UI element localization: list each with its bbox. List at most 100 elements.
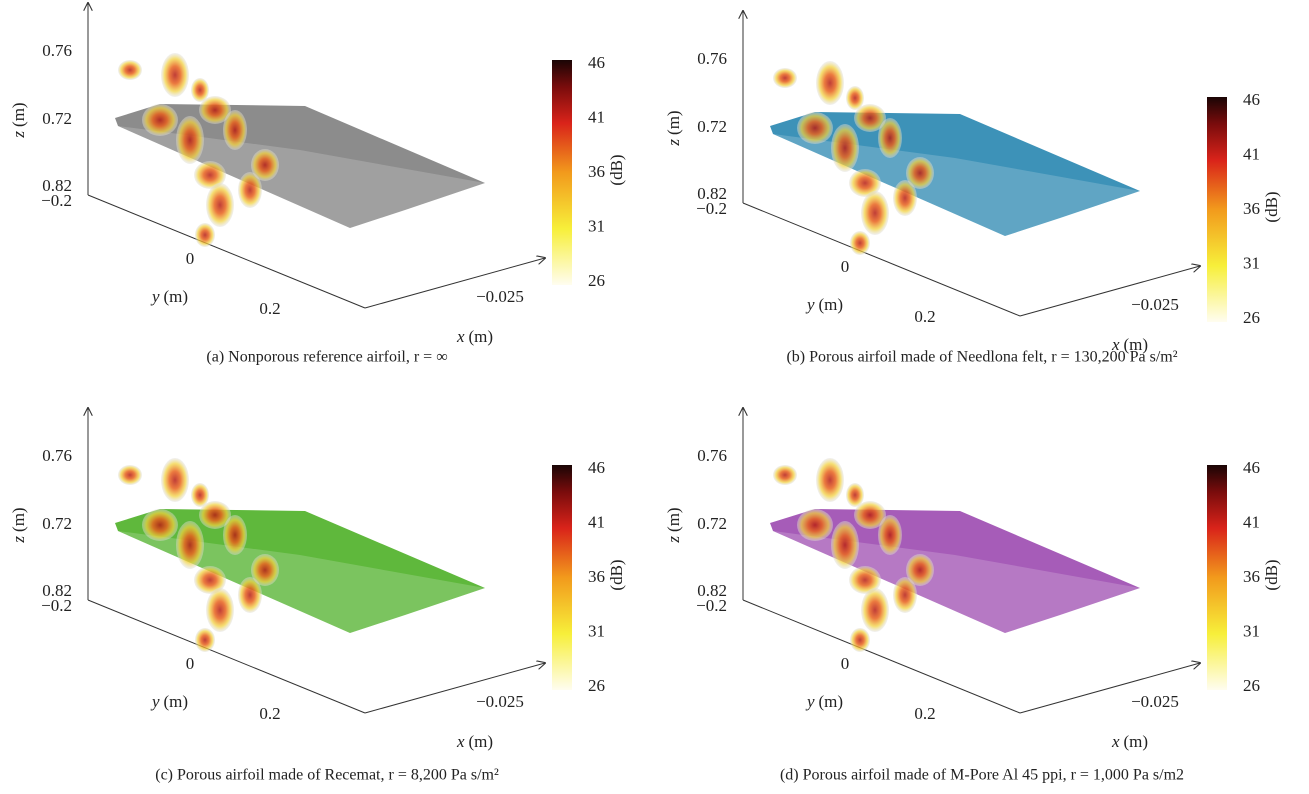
noise-source	[850, 628, 870, 652]
z-unit: (m)	[9, 102, 28, 127]
airfoil-shade	[773, 134, 1140, 236]
z-axis-label: z (m)	[9, 102, 28, 138]
noise-source	[849, 169, 881, 197]
colorbar-tick-label: 26	[1243, 676, 1260, 695]
y-unit: (m)	[819, 692, 844, 711]
noise-source	[176, 521, 204, 569]
x-axis-label: x (m)	[456, 327, 493, 346]
y-tick-label: 0	[186, 654, 195, 673]
y-var: y	[805, 692, 815, 711]
x-unit: (m)	[1124, 732, 1149, 751]
z-tick-label: 0.72	[42, 514, 72, 533]
x-unit: (m)	[469, 732, 494, 751]
y-unit: (m)	[164, 692, 189, 711]
noise-source	[906, 554, 934, 586]
airfoil	[115, 509, 485, 633]
z-var: z	[664, 139, 683, 147]
airfoil	[115, 104, 485, 228]
z-tick-label: 0.72	[42, 109, 72, 128]
z-tick-label: 0.72	[697, 514, 727, 533]
colorbar-tick-label: 41	[1243, 512, 1260, 531]
y-axis	[742, 202, 1021, 317]
y-var: y	[150, 692, 160, 711]
colorbar-label: (dB)	[607, 559, 626, 590]
x-var: x	[1111, 732, 1120, 751]
y-axis-label: y (m)	[150, 692, 188, 711]
noise-source	[199, 501, 231, 529]
y-tick-label: −0.2	[41, 191, 72, 210]
z-tick-label: 0.76	[42, 446, 72, 465]
airfoil-shade	[118, 126, 485, 228]
caption: (a) Nonporous reference airfoil, r = ∞	[206, 349, 447, 366]
z-tick-label: 0.82	[697, 581, 727, 600]
noise-source	[773, 465, 797, 485]
colorbar-tick-label: 26	[588, 676, 605, 695]
colorbar-tick-label: 31	[1243, 253, 1260, 272]
z-tick-label: 0.76	[42, 41, 72, 60]
colorbar-tick-label: 36	[1243, 199, 1260, 218]
y-axis	[87, 599, 366, 714]
noise-source	[797, 112, 833, 144]
z-tick-label: 0.76	[697, 49, 727, 68]
caption: (c) Porous airfoil made of Recemat, r = …	[155, 767, 499, 784]
y-tick-label: 0.2	[259, 704, 280, 723]
z-unit: (m)	[664, 110, 683, 135]
y-axis-label: y (m)	[805, 692, 843, 711]
noise-source	[816, 61, 844, 105]
noise-source	[849, 566, 881, 594]
colorbar-tick-label: 26	[1243, 308, 1260, 327]
noise-source	[893, 180, 917, 216]
x-tick-label: −0.025	[476, 692, 524, 711]
noise-source	[861, 191, 889, 235]
y-tick-label: −0.2	[696, 596, 727, 615]
noise-source	[238, 172, 262, 208]
z-axis-label: z (m)	[9, 507, 28, 543]
x-unit: (m)	[469, 327, 494, 346]
x-axis	[1019, 663, 1200, 714]
y-tick-label: 0	[841, 257, 850, 276]
noise-source	[118, 465, 142, 485]
noise-source	[194, 161, 226, 189]
x-axis	[1019, 266, 1200, 317]
noise-source	[797, 509, 833, 541]
y-var: y	[805, 295, 815, 314]
colorbar-label: (dB)	[607, 154, 626, 185]
z-var: z	[9, 536, 28, 544]
noise-source	[846, 86, 864, 110]
z-axis-label: z (m)	[664, 507, 683, 543]
y-tick-label: 0.2	[914, 307, 935, 326]
z-tick-label: 0.72	[697, 117, 727, 136]
z-tick-label: 0.82	[42, 176, 72, 195]
noise-source	[854, 501, 886, 529]
colorbar	[1207, 465, 1227, 690]
noise-source	[878, 118, 902, 158]
noise-source	[878, 515, 902, 555]
noise-source	[206, 183, 234, 227]
noise-source	[195, 223, 215, 247]
y-axis	[87, 194, 366, 309]
noise-source	[773, 68, 797, 88]
colorbar-tick-label: 46	[588, 458, 605, 477]
airfoil-shade	[773, 531, 1140, 633]
noise-source	[142, 104, 178, 136]
z-unit: (m)	[664, 507, 683, 532]
colorbar-tick-label: 46	[1243, 458, 1260, 477]
colorbar-tick-label: 46	[588, 53, 605, 72]
noise-source	[191, 78, 209, 102]
x-axis	[364, 663, 545, 714]
airfoil	[770, 509, 1140, 633]
colorbar	[1207, 97, 1227, 322]
noise-source	[831, 521, 859, 569]
y-axis-label: y (m)	[805, 295, 843, 314]
caption: (b) Porous airfoil made of Needlona felt…	[786, 349, 1177, 366]
x-tick-label: −0.025	[1131, 692, 1179, 711]
colorbar-tick-label: 41	[588, 512, 605, 531]
x-axis-label: x (m)	[1111, 335, 1148, 354]
noise-source	[176, 116, 204, 164]
x-var: x	[456, 732, 465, 751]
y-tick-label: −0.2	[41, 596, 72, 615]
caption: (d) Porous airfoil made of M-Pore Al 45 …	[780, 767, 1184, 784]
noise-source	[251, 554, 279, 586]
